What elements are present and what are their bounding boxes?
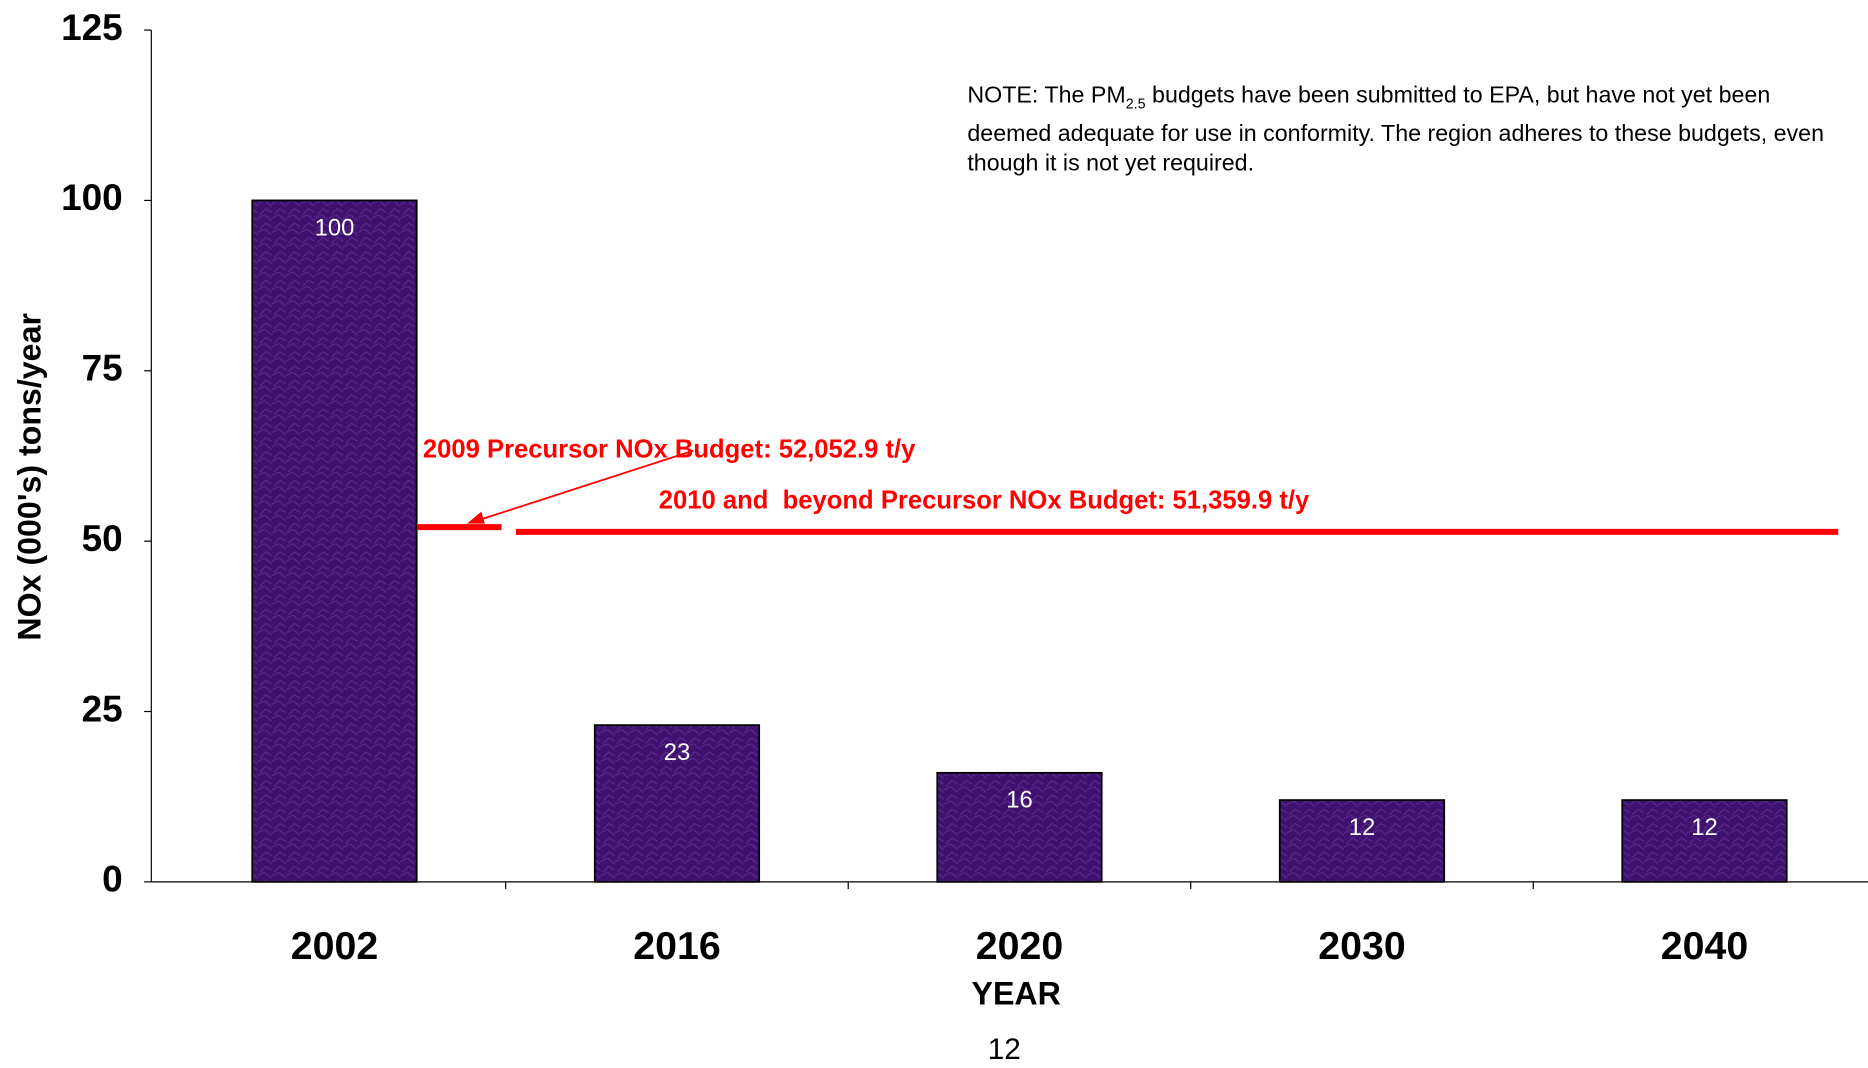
y-tick-label: 25 [82,688,123,729]
bar [251,199,418,883]
y-axis-title: NOx (000's) tons/year [12,313,48,641]
y-tick-label: 100 [61,177,123,218]
data-label: 12 [1349,814,1376,841]
note: NOTE: The PM2.5 budgets have been submit… [967,81,1849,179]
bar [593,724,761,883]
arrow-head [467,511,485,524]
x-tick-label: 2002 [291,924,378,968]
data-label: 23 [664,739,691,766]
note-box: NOTE: The PM2.5 budgets have been submit… [967,81,1849,179]
bar [936,771,1103,883]
arrow-shaft [471,449,694,524]
x-axis-title: YEAR [972,976,1061,1012]
page-number: 12 [988,1033,1021,1066]
y-tick-label: 0 [102,859,123,900]
budget-label: 2010 and beyond Precursor NOx Budget: 51… [659,487,1310,515]
x-tick-label: 2030 [1318,924,1405,968]
x-tick-label: 2020 [976,924,1063,968]
y-tick-label: 50 [82,518,123,559]
data-label: 100 [315,214,355,241]
y-tick-label: 75 [82,348,123,389]
note-subscript: 2.5 [1125,95,1146,113]
bar [1621,799,1788,883]
data-label: 16 [1006,787,1033,814]
y-tick-label: 125 [61,7,123,48]
note-text: budgets have been submitted to EPA, but … [967,82,1825,177]
bar [1278,799,1446,883]
x-tick-label: 2016 [633,924,720,968]
x-tick-label: 2040 [1661,924,1748,968]
note-prefix: NOTE: The PM [967,82,1126,109]
data-label: 12 [1691,814,1718,841]
